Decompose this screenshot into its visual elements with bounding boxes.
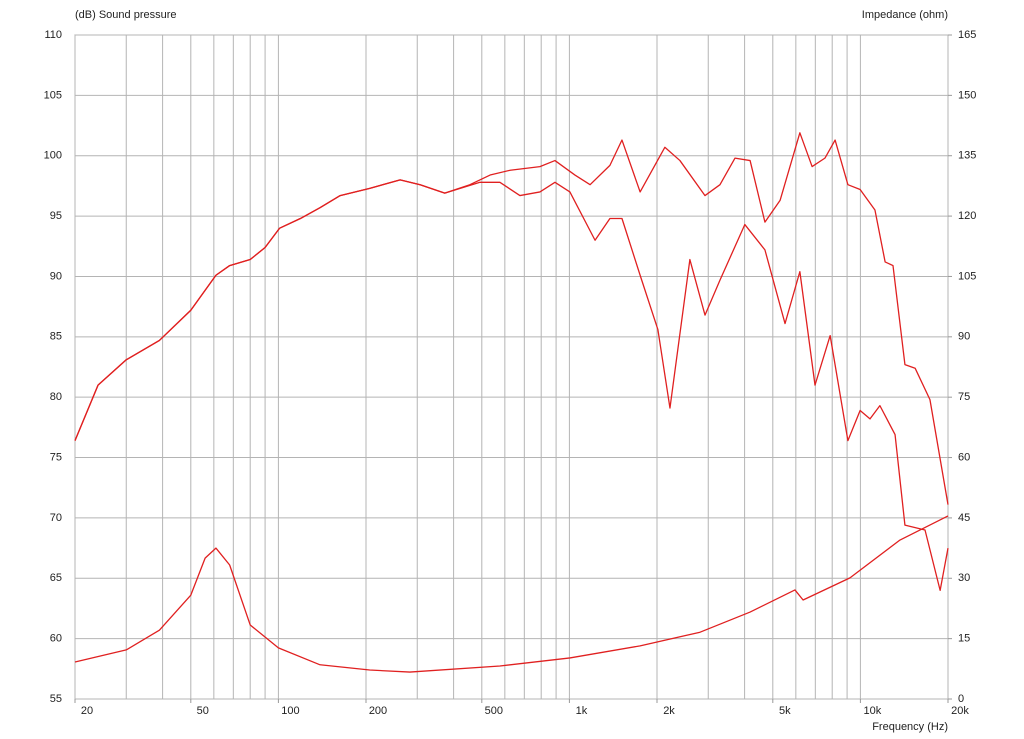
x-tick-label: 200 [369,705,387,717]
y-tick-label: 80 [50,391,62,403]
y2-tick-label: 120 [958,210,976,222]
y-tick-label: 65 [50,572,62,584]
x-tick-label: 50 [197,705,209,717]
y2-tick-label: 135 [958,150,976,162]
x-tick-label: 5k [779,705,791,717]
y-tick-label: 75 [50,451,62,463]
y2-tick-label: 15 [958,633,970,645]
y-tick-label: 60 [50,633,62,645]
y-tick-label: 110 [44,29,62,41]
y2-tick-label: 0 [958,693,964,705]
y2-tick-label: 150 [958,89,976,101]
y2-tick-label: 105 [958,270,976,282]
y-tick-label: 55 [50,693,62,705]
chart-title: (dB) Sound pressure [75,9,177,21]
x-tick-label: 100 [281,705,299,717]
y-tick-label: 105 [44,89,62,101]
y-tick-label: 100 [44,150,62,162]
y-tick-label: 95 [50,210,62,222]
x-tick-label: 2k [663,705,675,717]
response-curve [74,132,949,505]
y-tick-label: 70 [50,512,62,524]
x-tick-label: 10k [864,705,882,717]
plot-frame [74,34,949,700]
y2-tick-label: 30 [958,572,970,584]
x-axis-label: Frequency (Hz) [872,721,948,733]
y2-tick-label: 90 [958,331,970,343]
y-tick-label: 90 [50,270,62,282]
y2-tick-label: 60 [958,451,970,463]
x-tick-label: 500 [485,705,503,717]
x-tick-label: 1k [576,705,588,717]
y-tick-label: 85 [50,331,62,343]
response-curve [74,179,949,591]
y2-tick-label: 45 [958,512,970,524]
y2-axis-label: Impedance (ohm) [862,9,948,21]
y2-tick-label: 165 [958,29,976,41]
x-tick-label: 20 [81,705,93,717]
y2-tick-label: 75 [958,391,970,403]
x-tick-label: 20k [951,705,969,717]
response-curve [74,515,949,673]
